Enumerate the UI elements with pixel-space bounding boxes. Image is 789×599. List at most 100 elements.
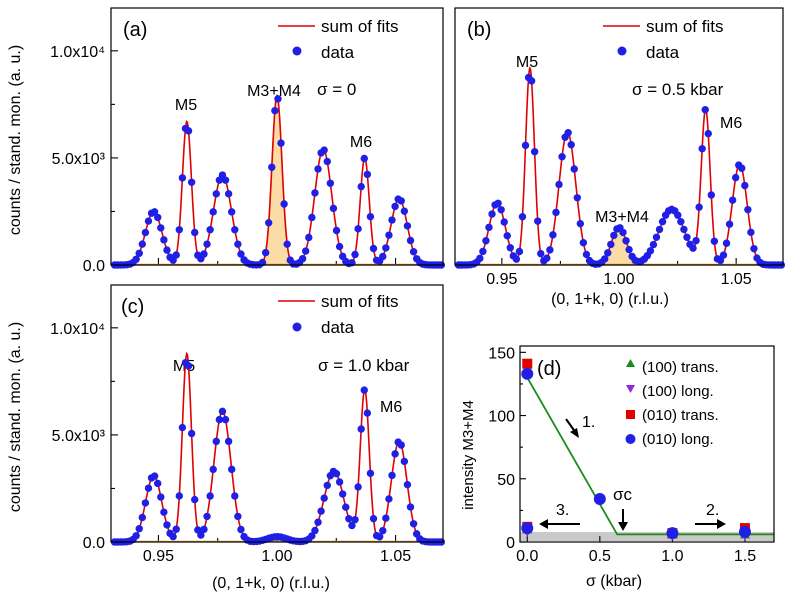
data-point	[191, 228, 199, 237]
data-point	[567, 141, 575, 149]
panel-c-legend: sum of fits data	[278, 292, 398, 337]
panel-a-label: (a)	[123, 19, 147, 41]
data-point	[221, 176, 230, 184]
data-point	[305, 233, 313, 242]
data-point	[576, 219, 585, 228]
data-point	[558, 153, 566, 161]
data-point	[150, 472, 159, 480]
data-point	[178, 174, 187, 182]
data-point	[363, 170, 372, 179]
data-point	[323, 481, 331, 490]
data-point	[369, 514, 378, 523]
x-tick-label: 1.05	[380, 548, 411, 565]
data-point	[342, 503, 350, 511]
data-point	[184, 127, 193, 135]
x-tick-label: 1.0	[661, 548, 683, 565]
panel-c-xlabel: (0, 1+k, 0) (r.l.u.)	[212, 575, 330, 592]
data-point	[512, 255, 521, 263]
data-point	[314, 518, 322, 526]
data-point	[274, 95, 282, 103]
data-point	[382, 514, 390, 522]
data-point	[485, 223, 493, 232]
data-point	[224, 190, 233, 198]
panel-b-legend: sum of fits data	[603, 17, 723, 62]
data-point	[268, 163, 276, 171]
panel-b-peak-labels: M5 M3+M4 M6	[516, 54, 742, 226]
data-point	[391, 450, 399, 458]
data-point	[163, 521, 171, 529]
panel-a-legend: sum of fits data	[278, 17, 398, 62]
data-point	[494, 199, 502, 207]
data-point	[530, 148, 539, 156]
data-point	[375, 533, 384, 541]
data-point	[197, 531, 205, 539]
data-point	[388, 471, 396, 480]
panel-a-ticks: 0.0 5.0x10³ 1.0x10⁴	[50, 44, 397, 275]
data-point	[369, 244, 378, 253]
data-point	[144, 484, 153, 492]
x-tick-label: 1.00	[261, 548, 292, 565]
panel-d-legend: (100) trans. (100) long. (010) trans. (0…	[625, 359, 719, 448]
data-point	[652, 233, 661, 241]
data-point	[224, 437, 233, 446]
data-point	[695, 203, 703, 211]
data-point	[218, 407, 227, 416]
panel-d: 0 50 100 150 0.0 0.5 1.0 1.5 intensity M3+M4 σ …	[460, 345, 774, 590]
legend-marker-square	[626, 410, 635, 419]
arrow-1-head	[570, 428, 579, 438]
data-point	[649, 240, 658, 249]
data-point	[203, 512, 211, 521]
panel-b: 0.95 1.00 1.05 (b) sum of fits data σ = 0.…	[467, 17, 752, 308]
data-point	[506, 244, 514, 252]
data-point	[476, 254, 484, 263]
data-point	[388, 216, 396, 224]
data-point	[154, 213, 162, 222]
data-point	[311, 526, 319, 535]
x-tick-label: 0.5	[589, 548, 611, 565]
legend-label-010-long: (010) long.	[642, 431, 714, 448]
data-point	[221, 415, 230, 424]
data-point	[527, 77, 536, 85]
data-point	[178, 423, 187, 432]
y-axis-title: counts / stand. mon. (a. u.)	[7, 45, 24, 235]
data-point	[400, 457, 409, 466]
data-point	[677, 217, 685, 226]
data-point	[160, 236, 168, 244]
data-point	[382, 244, 390, 252]
panel-d-xlabel: σ (kbar)	[586, 573, 642, 590]
legend-marker-circle	[625, 434, 636, 444]
arrow-2-head	[717, 519, 726, 529]
axes-frame	[110, 284, 444, 543]
data-point	[141, 228, 150, 237]
axes-frame	[519, 345, 775, 543]
data-point	[157, 493, 165, 501]
axes-frame	[454, 7, 784, 266]
data-point	[366, 469, 375, 478]
data-point	[406, 503, 415, 511]
x-tick-label: 1.5	[734, 548, 756, 565]
shaded-component	[455, 226, 783, 266]
data-point	[135, 525, 143, 533]
data-point	[683, 233, 691, 241]
marker-circle	[738, 525, 751, 538]
data-point	[607, 240, 615, 249]
data-point	[622, 237, 630, 245]
legend-label-100-long: (100) long.	[642, 383, 714, 400]
data-point	[203, 240, 211, 248]
panel-d-band	[520, 532, 774, 541]
data-point	[215, 415, 224, 424]
data-point	[206, 226, 214, 234]
data-point	[200, 525, 208, 534]
panel-c-ticks: 0.0 5.0x10³ 1.0x10⁴ 0.95 1.00 1.05	[50, 321, 411, 565]
data-point	[570, 165, 578, 173]
data-point	[488, 210, 496, 218]
data-point	[619, 228, 627, 237]
data-point	[722, 239, 731, 247]
data-point	[317, 507, 325, 515]
panel-b-label: (b)	[467, 19, 491, 41]
data-point	[552, 208, 560, 217]
data-point	[301, 247, 310, 255]
peak-label-m6: M6	[380, 399, 402, 416]
data-point	[157, 224, 165, 232]
y-tick-label: 50	[497, 472, 515, 489]
